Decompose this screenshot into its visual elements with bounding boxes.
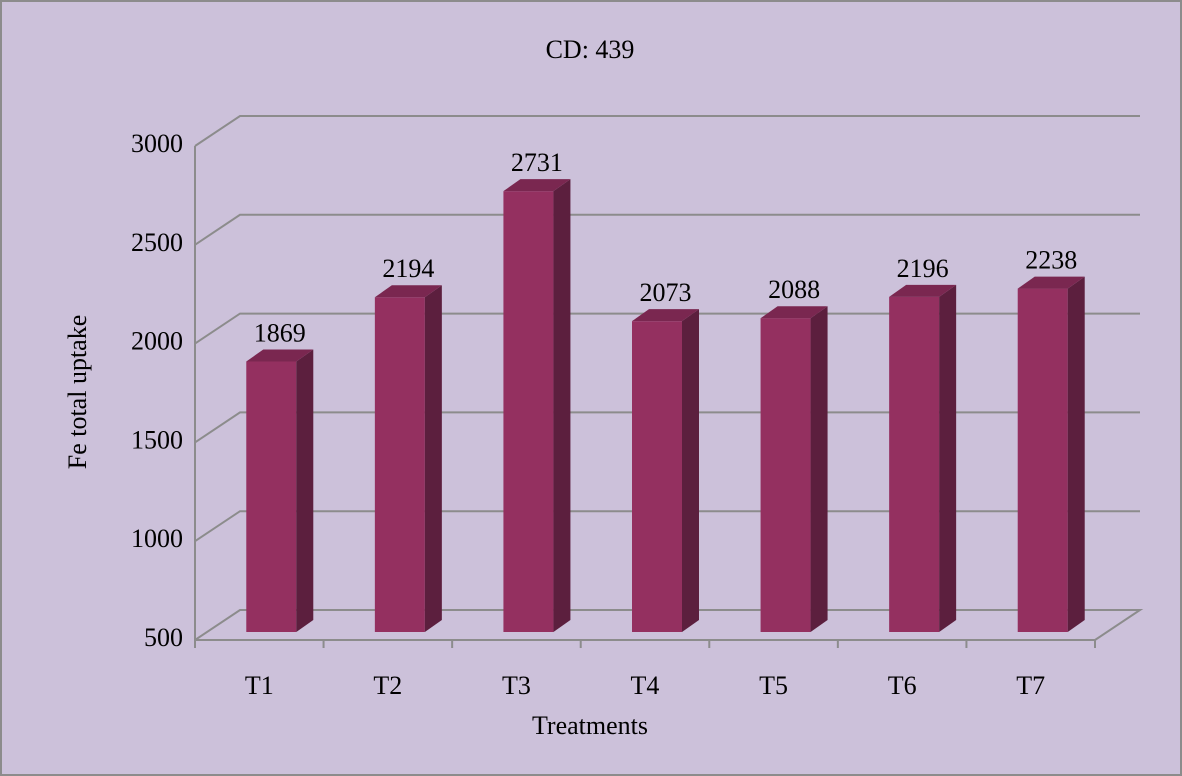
bar-top [632, 309, 699, 322]
bar-top [246, 349, 314, 362]
y-tick-label: 1500 [131, 425, 183, 454]
data-label: 2194 [382, 254, 434, 283]
grid-line [194, 312, 1140, 345]
y-tick-label: 2500 [131, 228, 183, 257]
bar [632, 321, 682, 632]
bar [1017, 288, 1068, 632]
grid-line [194, 213, 1140, 246]
data-label: 2238 [1025, 246, 1077, 275]
chart-title: CD: 439 [546, 35, 635, 64]
y-tick-label: 2000 [131, 327, 183, 356]
x-tick-label: T1 [245, 671, 274, 700]
data-label: 2196 [897, 254, 949, 283]
bar-side [1067, 276, 1085, 632]
bar [760, 318, 811, 632]
bar-top [374, 285, 442, 298]
x-tick-label: T2 [373, 671, 402, 700]
bar-side [553, 179, 571, 632]
x-tick-label: T3 [502, 671, 531, 700]
grid-line [194, 115, 1140, 147]
grid-line [194, 411, 1140, 444]
grid-line [194, 510, 1140, 543]
x-tick-label: T4 [631, 671, 660, 700]
bar [889, 296, 940, 632]
bar [503, 191, 554, 632]
bar-side [682, 309, 699, 632]
bar-top [760, 306, 828, 319]
x-tick-label: T7 [1016, 671, 1045, 700]
bar-side [939, 284, 957, 632]
bar [374, 297, 425, 632]
data-label: 2073 [640, 278, 692, 307]
y-axis-title: Fe total uptake [63, 315, 92, 470]
bar-side [296, 349, 314, 632]
x-axis-title: Treatments [532, 711, 648, 740]
data-label: 2088 [768, 275, 820, 304]
bar-top [503, 179, 571, 192]
y-tick-label: 1000 [131, 524, 183, 553]
x-tick-label: T5 [759, 671, 788, 700]
y-tick-label: 3000 [131, 129, 183, 158]
bar-top [1017, 276, 1085, 289]
y-tick-label: 500 [144, 623, 183, 652]
bar [246, 361, 297, 632]
data-label: 1869 [254, 318, 306, 347]
data-label: 2731 [511, 148, 563, 177]
bar-side [424, 285, 442, 632]
x-tick-label: T6 [888, 671, 917, 700]
bar-side [810, 306, 828, 632]
bar-top [889, 284, 957, 297]
